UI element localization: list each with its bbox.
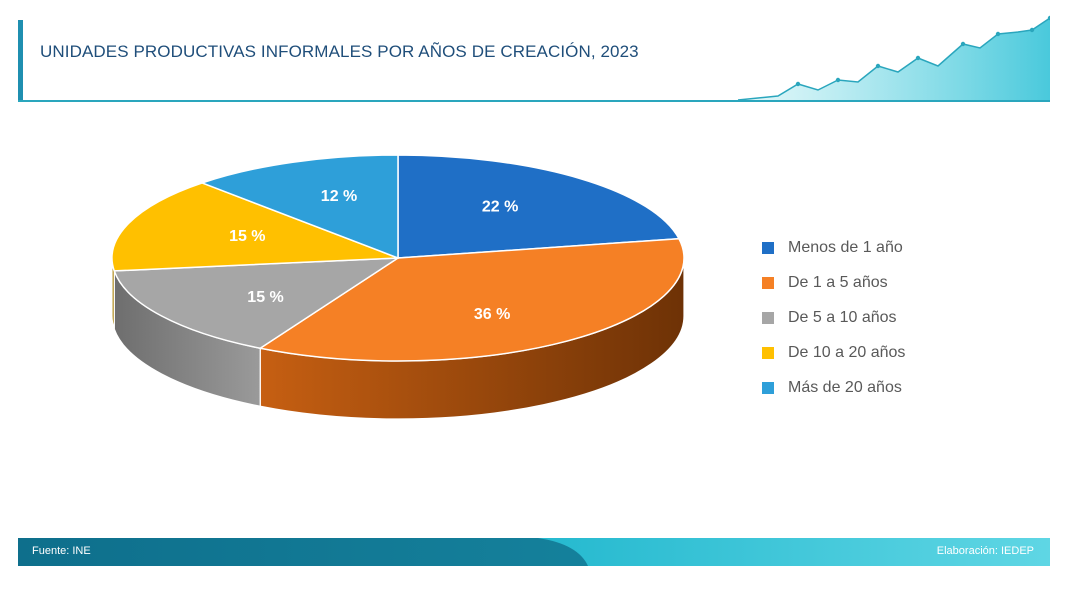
pie-data-label: 22 %	[482, 199, 518, 216]
legend-label: Más de 20 años	[788, 378, 902, 396]
footer-band	[18, 538, 1050, 566]
pie-slice	[397, 154, 681, 259]
credit-note: Elaboración: IEDEP	[936, 545, 1034, 557]
legend-label: Menos de 1 año	[788, 238, 903, 256]
legend-label: De 1 a 5 años	[788, 273, 888, 291]
header-trend-decoration	[737, 15, 1050, 102]
pie-data-label: 15 %	[229, 228, 265, 245]
legend-swatch	[762, 381, 774, 394]
legend: Menos de 1 año De 1 a 5 años De 5 a 10 a…	[762, 230, 982, 405]
legend-item: Menos de 1 año	[762, 230, 982, 265]
pie-data-label: 12 %	[321, 188, 357, 205]
source-note: Fuente: INE	[32, 545, 91, 557]
pie-slice	[258, 237, 685, 362]
pie-slices	[111, 154, 685, 362]
pie-slice	[113, 257, 401, 350]
legend-label: De 5 a 10 años	[788, 308, 897, 326]
pie-data-label: 36 %	[474, 306, 510, 323]
legend-item: De 5 a 10 años	[762, 300, 982, 335]
header-accent-bar	[18, 20, 23, 102]
pie-chart: 22 % 36 % 15 % 15 % 12 %	[111, 154, 685, 420]
header-underline	[18, 100, 1050, 102]
legend-swatch	[762, 241, 774, 254]
pie-slice	[200, 154, 399, 260]
legend-item: De 10 a 20 años	[762, 335, 982, 370]
pie-data-labels: 22 % 36 % 15 % 15 % 12 %	[229, 188, 518, 323]
pie-data-label: 15 %	[247, 289, 283, 306]
footer: Fuente: INE Elaboración: IEDEP	[18, 538, 1050, 566]
header: UNIDADES PRODUCTIVAS INFORMALES POR AÑOS…	[18, 14, 1050, 106]
legend-item: Más de 20 años	[762, 370, 982, 405]
page-title: UNIDADES PRODUCTIVAS INFORMALES POR AÑOS…	[40, 42, 639, 61]
legend-swatch	[762, 346, 774, 359]
legend-item: De 1 a 5 años	[762, 265, 982, 300]
legend-swatch	[762, 311, 774, 324]
pie-slice	[111, 182, 399, 272]
legend-swatch	[762, 276, 774, 289]
legend-label: De 10 a 20 años	[788, 343, 906, 361]
